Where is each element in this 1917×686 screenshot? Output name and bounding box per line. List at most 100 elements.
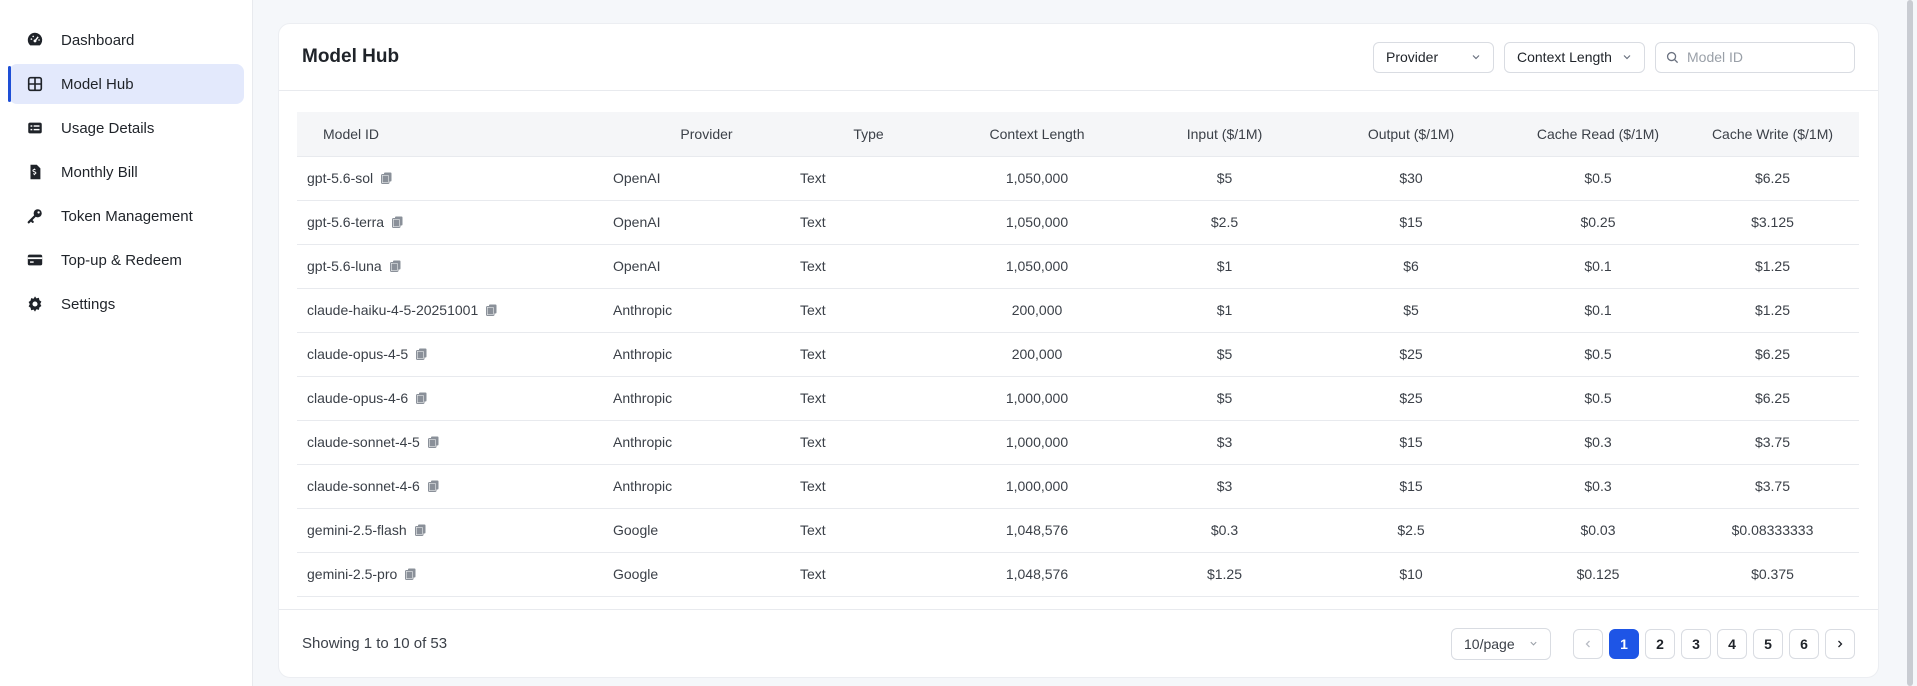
- table-cell: $15: [1312, 464, 1510, 509]
- search-input[interactable]: [1687, 49, 1837, 65]
- model-hub-card: Model Hub Provider Context Length Model …: [278, 23, 1879, 678]
- table-row[interactable]: gemini-2.5-pro Google Text 1,048,576 $1.25 $1…: [297, 552, 1859, 597]
- table-cell: $10: [1312, 552, 1510, 597]
- table-row[interactable]: claude-opus-4-6 Anthropic Text 1,000,000 $5 $…: [297, 376, 1859, 421]
- search-icon: [1666, 51, 1679, 63]
- provider-cell: Anthropic: [613, 376, 800, 421]
- copy-icon[interactable]: [389, 260, 401, 272]
- model-id-text: gemini-2.5-flash: [307, 522, 407, 538]
- type-cell: Text: [800, 288, 937, 333]
- type-cell: Text: [800, 200, 937, 245]
- model-id-text: claude-opus-4-6: [307, 390, 409, 406]
- table-cell: $0.3: [1510, 464, 1686, 509]
- model-id-cell: claude-opus-4-5: [297, 332, 613, 377]
- table-row[interactable]: claude-sonnet-4-6 Anthropic Text 1,000,000 $…: [297, 464, 1859, 509]
- column-header: Context Length: [937, 112, 1137, 157]
- chevron-right-icon: [1838, 640, 1843, 647]
- table-cell: $3.125: [1686, 200, 1859, 245]
- page-scrollbar[interactable]: [1903, 0, 1917, 686]
- copy-icon[interactable]: [414, 524, 426, 536]
- copy-icon[interactable]: [381, 172, 392, 184]
- context-length-filter-label: Context Length: [1517, 49, 1612, 65]
- sidebar-item-usage-details[interactable]: Usage Details: [9, 108, 244, 148]
- card-header: Model Hub Provider Context Length: [279, 24, 1878, 91]
- table-cell: $0.3: [1510, 420, 1686, 465]
- table-row[interactable]: gpt-5.6-terra OpenAI Text 1,050,000 $2.5 $15 $…: [297, 200, 1859, 245]
- sidebar-item-monthly-bill[interactable]: Monthly Bill: [9, 152, 244, 192]
- type-cell: Text: [800, 156, 937, 201]
- model-id-text: gemini-2.5-pro: [307, 566, 398, 582]
- copy-icon[interactable]: [486, 304, 497, 316]
- sidebar-item-settings[interactable]: Settings: [9, 284, 244, 324]
- page-button[interactable]: 6: [1789, 628, 1819, 659]
- column-header: Input ($/1M): [1137, 112, 1312, 157]
- table-cell: $5: [1137, 376, 1312, 421]
- table-cell: $3: [1137, 464, 1312, 509]
- provider-filter[interactable]: Provider: [1373, 41, 1494, 73]
- context-length-filter[interactable]: Context Length: [1504, 41, 1645, 73]
- provider-cell: OpenAI: [613, 156, 800, 201]
- provider-cell: Google: [613, 508, 800, 553]
- table-cell: $0.1: [1510, 288, 1686, 333]
- page-size-select[interactable]: 10/page: [1451, 627, 1551, 660]
- gear-icon: [25, 294, 45, 314]
- model-id-text: gpt-5.6-sol: [307, 170, 374, 186]
- sidebar-item-top-up-redeem[interactable]: Top-up & Redeem: [9, 240, 244, 280]
- table-cell: $2.5: [1312, 508, 1510, 553]
- column-header: Model ID: [297, 112, 613, 157]
- bill-icon: [25, 162, 45, 182]
- table-row[interactable]: gpt-5.6-luna OpenAI Text 1,050,000 $1 $6 $0.1 $…: [297, 244, 1859, 289]
- copy-icon[interactable]: [392, 216, 403, 228]
- table-cell: $5: [1312, 288, 1510, 333]
- copy-icon[interactable]: [416, 392, 427, 404]
- prev-page-button[interactable]: [1573, 628, 1603, 659]
- page-button[interactable]: 2: [1645, 628, 1675, 659]
- sidebar: Dashboard Model Hub Usage Details Monthl…: [0, 0, 253, 686]
- page-size-label: 10/page: [1464, 635, 1515, 652]
- model-table: Model ID Provider Type Context Length Input …: [297, 112, 1859, 597]
- table-cell: $1.25: [1686, 244, 1859, 289]
- card-icon: [25, 250, 45, 270]
- copy-icon[interactable]: [405, 568, 416, 580]
- page-button[interactable]: 3: [1681, 628, 1711, 659]
- sidebar-item-label: Usage Details: [61, 119, 155, 137]
- table-cell: 200,000: [937, 288, 1137, 333]
- table-row[interactable]: gemini-2.5-flash Google Text 1,048,576 $0.3 $…: [297, 508, 1859, 553]
- table-cell: $0.375: [1686, 552, 1859, 597]
- page-button[interactable]: 5: [1753, 628, 1783, 659]
- copy-icon[interactable]: [427, 480, 439, 492]
- table-cell: $15: [1312, 200, 1510, 245]
- table-row[interactable]: claude-haiku-4-5-20251001 Anthropic Text 20…: [297, 288, 1859, 333]
- table-cell: $25: [1312, 376, 1510, 421]
- provider-cell: Anthropic: [613, 288, 800, 333]
- table-cell: $6.25: [1686, 332, 1859, 377]
- sidebar-item-token-management[interactable]: Token Management: [9, 196, 244, 236]
- table-cell: $0.08333333: [1686, 508, 1859, 553]
- model-search[interactable]: [1655, 41, 1855, 73]
- grid-icon: [25, 74, 45, 94]
- table-cell: $3.75: [1686, 420, 1859, 465]
- sidebar-item-model-hub[interactable]: Model Hub: [8, 64, 244, 104]
- table-row[interactable]: claude-opus-4-5 Anthropic Text 200,000 $5 $25…: [297, 332, 1859, 377]
- table-cell: 1,000,000: [937, 464, 1137, 509]
- table-cell: $0.03: [1510, 508, 1686, 553]
- sidebar-item-label: Top-up & Redeem: [61, 251, 182, 269]
- table-cell: $6: [1312, 244, 1510, 289]
- page-button[interactable]: 4: [1717, 628, 1747, 659]
- scrollbar-thumb[interactable]: [1907, 0, 1913, 686]
- column-header: Cache Write ($/1M): [1686, 112, 1859, 157]
- table-cell: $3: [1137, 420, 1312, 465]
- copy-icon[interactable]: [427, 436, 439, 448]
- table-row[interactable]: gpt-5.6-sol OpenAI Text 1,050,000 $5 $30 $0.5 $…: [297, 156, 1859, 201]
- model-id-text: claude-sonnet-4-6: [307, 478, 420, 494]
- dashboard-icon: [25, 30, 45, 50]
- next-page-button[interactable]: [1825, 628, 1855, 659]
- model-id-text: claude-opus-4-5: [307, 346, 409, 362]
- copy-icon[interactable]: [416, 348, 427, 360]
- model-id-text: claude-sonnet-4-5: [307, 434, 420, 450]
- page-button[interactable]: 1: [1609, 628, 1639, 659]
- table-cell: $0.5: [1510, 156, 1686, 201]
- table-row[interactable]: claude-sonnet-4-5 Anthropic Text 1,000,000 $…: [297, 420, 1859, 465]
- sidebar-item-dashboard[interactable]: Dashboard: [9, 20, 244, 60]
- table-cell: $5: [1137, 332, 1312, 377]
